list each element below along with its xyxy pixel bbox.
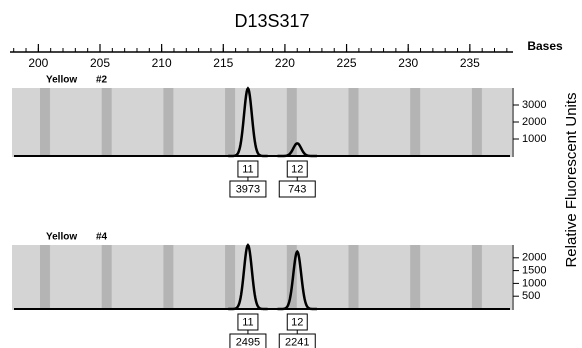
- y-tick-label: 3000: [522, 99, 546, 111]
- x-tick-label: 225: [337, 56, 357, 70]
- y-axis-label: Relative Fluorescent Units: [563, 92, 580, 267]
- x-tick-label: 200: [28, 56, 48, 70]
- value-label: 743: [288, 183, 306, 195]
- y-tick-label: 1500: [522, 265, 546, 277]
- x-tick-label: 235: [460, 56, 480, 70]
- panel-background: [12, 88, 512, 157]
- value-label: 2495: [236, 336, 260, 348]
- sample-label: #2: [96, 75, 108, 86]
- allele-label: 12: [291, 316, 303, 328]
- chart: D13S317 Bases Relative Fluorescent Units…: [0, 0, 582, 348]
- x-tick-label: 220: [275, 56, 295, 70]
- value-label: 2241: [285, 336, 309, 348]
- allele-label: 11: [242, 316, 253, 328]
- dye-label: Yellow: [46, 75, 77, 86]
- chart-title: D13S317: [234, 11, 309, 31]
- allele-label: 12: [291, 163, 303, 175]
- y-tick-label: 1000: [522, 277, 546, 289]
- x-tick-label: 210: [152, 56, 172, 70]
- x-axis-label: Bases: [527, 39, 563, 53]
- y-tick-label: 2000: [522, 116, 546, 128]
- value-label: 3973: [236, 183, 260, 195]
- y-tick-label: 1000: [522, 133, 546, 145]
- y-tick-label: 2000: [522, 252, 546, 264]
- allele-label: 11: [242, 163, 253, 175]
- x-tick-label: 205: [90, 56, 110, 70]
- x-tick-label: 230: [398, 56, 418, 70]
- sample-label: #4: [96, 232, 108, 243]
- panel-background: [12, 245, 512, 310]
- y-tick-label: 500: [522, 290, 540, 302]
- dye-label: Yellow: [46, 232, 77, 243]
- x-tick-label: 215: [213, 56, 233, 70]
